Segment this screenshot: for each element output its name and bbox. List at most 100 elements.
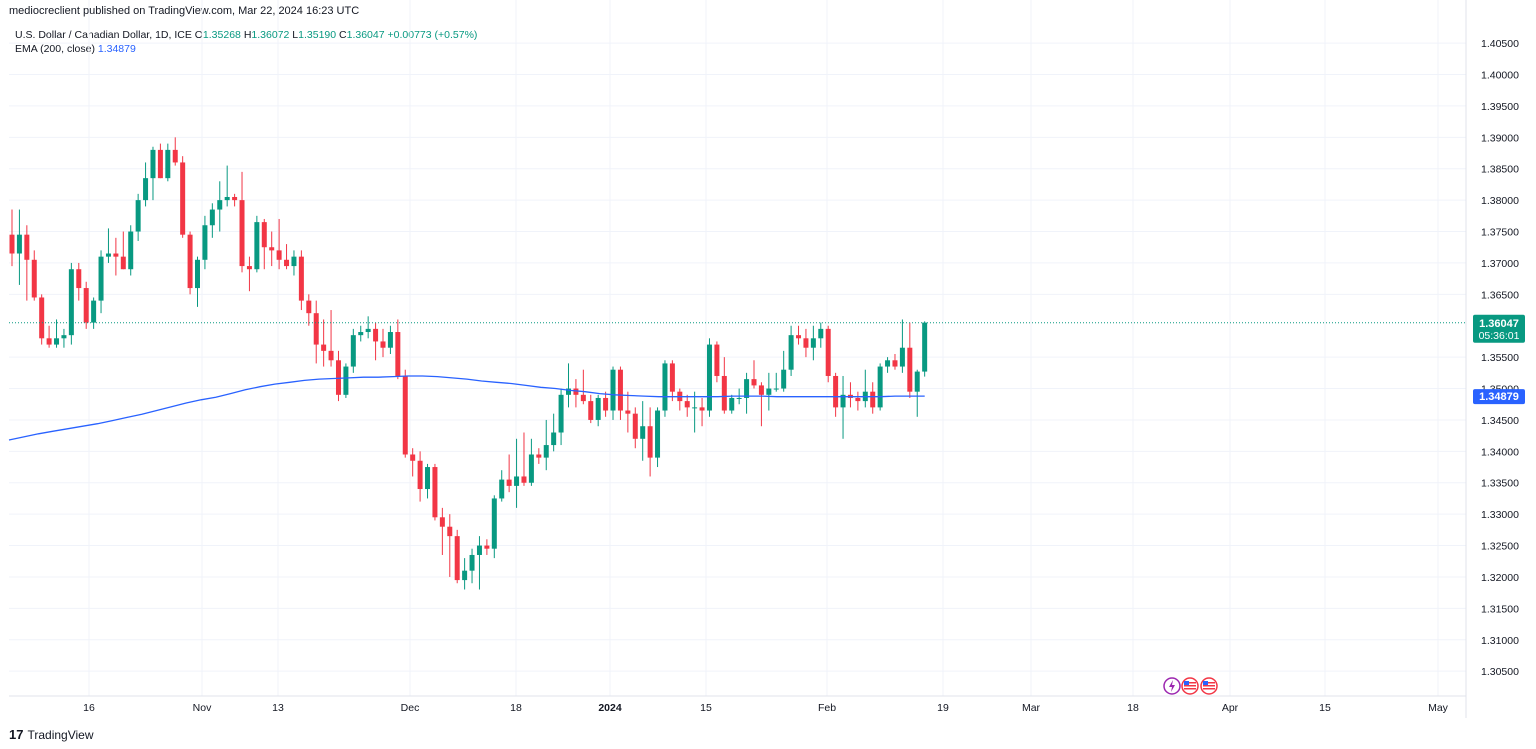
candle-body: [284, 259, 290, 267]
candle-body: [462, 570, 468, 581]
candle-body: [335, 360, 341, 395]
candle-body: [291, 256, 297, 267]
candle-body: [721, 375, 727, 411]
price-tick-label: 1.36500: [1481, 289, 1519, 301]
candle-body: [83, 288, 89, 323]
candle-body: [491, 498, 497, 549]
candle-body: [209, 209, 215, 226]
price-tick-label: 1.40000: [1481, 70, 1519, 82]
candle-body: [91, 300, 97, 323]
candle-body: [187, 234, 193, 289]
candle-body: [484, 545, 490, 549]
candle-body: [669, 363, 675, 392]
candle-body: [573, 388, 579, 395]
candle-body: [632, 413, 638, 439]
candle-body: [217, 200, 223, 210]
candle-body: [729, 397, 735, 411]
time-tick-label: Feb: [818, 702, 836, 714]
candle-body: [298, 256, 304, 301]
candle-body: [855, 397, 861, 402]
candle-body: [543, 445, 549, 458]
candle-body: [810, 338, 816, 348]
candle-body: [692, 407, 698, 409]
candle-body: [143, 178, 149, 201]
candle-body: [580, 394, 586, 402]
candle-body: [476, 545, 482, 555]
candle-body: [870, 391, 876, 408]
time-tick-label: Mar: [1022, 702, 1041, 714]
ema-price-tag: 1.34879: [1473, 389, 1525, 405]
time-tick-label: 16: [83, 702, 95, 714]
open-label: O: [194, 29, 203, 41]
brand-name: TradingView: [27, 727, 94, 742]
candle-body: [417, 460, 423, 490]
candle-body: [914, 371, 920, 392]
candle-body: [892, 360, 898, 367]
candle-body: [907, 347, 913, 392]
price-tick-label: 1.35500: [1481, 352, 1519, 364]
candle-body: [365, 328, 371, 333]
price-tick-label: 1.39000: [1481, 132, 1519, 144]
low-value: 1.35190: [298, 29, 337, 41]
price-tick-label: 1.37000: [1481, 258, 1519, 270]
candle-body: [714, 344, 720, 376]
candle-body: [180, 162, 186, 235]
last-price-text: 1.36047: [1479, 318, 1519, 330]
ema-legend-row[interactable]: EMA (200, close) 1.34879: [15, 42, 477, 56]
time-tick-label: Apr: [1222, 702, 1239, 714]
candle-body: [736, 397, 742, 399]
candle-body: [328, 350, 334, 361]
price-tick-label: 1.33500: [1481, 478, 1519, 490]
candle-body: [254, 222, 260, 270]
candle-body: [150, 149, 156, 179]
candle-body: [31, 259, 37, 298]
candle-body: [454, 536, 460, 581]
publisher-line: mediocreclient published on TradingView.…: [9, 5, 360, 17]
price-tick-label: 1.32500: [1481, 541, 1519, 553]
candle-body: [499, 479, 505, 499]
candle-body: [751, 379, 757, 386]
event-icons[interactable]: [1163, 677, 1218, 695]
price-tick-label: 1.30500: [1481, 666, 1519, 678]
time-tick-label: May: [1428, 702, 1449, 714]
candle-body: [684, 401, 690, 408]
candle-body: [16, 234, 22, 254]
candle-body: [410, 454, 416, 461]
price-tick-label: 1.32000: [1481, 572, 1519, 584]
price-tick-label: 1.38000: [1481, 195, 1519, 207]
candle-body: [899, 347, 905, 367]
candle-body: [76, 269, 82, 289]
candle-body: [46, 338, 52, 345]
candle-body: [321, 344, 327, 351]
candle-body: [402, 375, 408, 455]
candle-body: [380, 341, 386, 348]
us-flag-icon[interactable]: [1181, 677, 1199, 695]
candle-body: [506, 479, 512, 486]
time-tick-label: 15: [1319, 702, 1331, 714]
candle-body: [833, 375, 839, 408]
candle-body: [425, 467, 431, 490]
candle-body: [157, 149, 163, 179]
candle-body: [128, 231, 134, 270]
close-label: C: [339, 29, 347, 41]
candle-body: [105, 253, 111, 257]
price-tick-label: 1.34500: [1481, 415, 1519, 427]
candle-body: [558, 394, 564, 433]
candle-body: [781, 369, 787, 389]
candle-body: [551, 432, 557, 446]
candle-body: [276, 250, 282, 260]
price-tick-label: 1.38500: [1481, 164, 1519, 176]
candle-body: [603, 397, 609, 411]
time-tick-label: 19: [937, 702, 949, 714]
candle-body: [246, 266, 252, 270]
price-tick-label: 1.39500: [1481, 101, 1519, 113]
candle-body: [24, 234, 30, 260]
close-value: 1.36047: [346, 29, 385, 41]
footer-brand[interactable]: 17 TradingView: [9, 727, 94, 742]
candle-body: [514, 476, 520, 486]
time-tick-label: Dec: [401, 702, 420, 714]
us-flag-icon[interactable]: [1200, 677, 1218, 695]
candle-body: [350, 335, 356, 367]
candle-body: [536, 454, 542, 458]
